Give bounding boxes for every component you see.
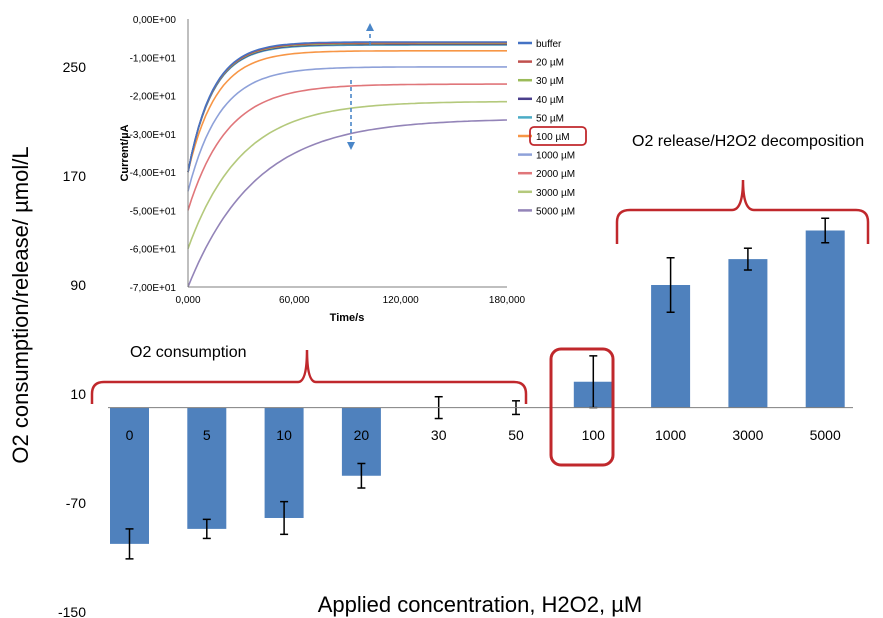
trend-arrow-up [366,23,374,45]
bar-5000 [805,230,845,408]
y-tick-label: 250 [63,59,87,75]
legend-item: 20 µM [518,58,564,69]
series-line-buffer [187,41,507,173]
category-label-100: 100 [582,427,606,443]
release-brace [615,179,870,244]
series-line-100M [187,50,507,173]
inset-y-tick-label: -4,00E+01 [130,168,177,179]
bar-3000 [728,259,768,408]
legend-highlight-box [529,126,587,146]
category-label-10: 10 [276,427,292,443]
inset-y-tick-label: -1,00E+01 [130,53,177,64]
category-label-20: 20 [354,427,370,443]
inset-x-ticks: 0,000 60,000 120,000 180,000 [175,295,525,306]
inset-y-tick-label: -3,00E+01 [130,130,177,141]
legend-item: 3000 µM [518,188,575,199]
error-bar-5000 [821,217,830,244]
series-line-2000M [187,83,507,211]
inset-y-tick-label: -6,00E+01 [130,245,177,256]
consumption-brace [90,349,528,404]
y-axis-label: O2 consumption/release/ µmol/L [8,146,33,463]
y-tick-label: -150 [58,604,86,618]
error-bar-5 [202,518,211,540]
legend-item: 30 µM [518,76,564,87]
inset-x-tick-label: 0,000 [175,295,200,306]
inset-y-ticks: 0,00E+00 -1,00E+01 -2,00E+01 -3,00E+01 -4,00… [130,15,177,294]
category-label-50: 50 [508,427,524,443]
legend-item: 100 µM [518,126,587,146]
series-line-5000M [187,119,508,288]
main-bar-chart: 250 170 90 10 -70 -150 0 5 10 20 30 50 100 1000 3000 5… [8,59,870,618]
inset-series-lines [187,41,508,288]
legend-item: 2000 µM [518,169,575,180]
error-bar-10 [280,500,289,536]
category-label-3000: 3000 [732,427,763,443]
error-bar-1000 [666,257,675,313]
legend-item: 1000 µM [518,151,575,162]
error-bar-3000 [743,247,752,271]
legend-label: 100 µM [536,132,570,143]
series-line-1000M [187,66,507,192]
y-axis-ticks: 250 170 90 10 -70 -150 [58,59,86,618]
inset-x-tick-label: 180,000 [489,295,526,306]
error-bar-0 [125,528,134,560]
category-label-1000: 1000 [655,427,686,443]
inset-line-chart: 0,00E+00 -1,00E+01 -2,00E+01 -3,00E+01 -4,00… [113,3,603,325]
inset-y-tick-label: -2,00E+01 [130,92,177,103]
category-label-5000: 5000 [810,427,841,443]
legend-label: 40 µM [536,95,564,106]
y-tick-label: 170 [63,168,87,184]
bar-5 [187,407,227,529]
bar-0 [110,407,149,544]
consumption-annotation: O2 consumption [130,344,247,361]
legend-label: 20 µM [536,58,564,69]
y-tick-label: -70 [66,495,86,511]
error-bars [125,217,830,560]
legend-label: 30 µM [536,76,564,87]
legend-item: 5000 µM [518,206,575,217]
highlight-box-100 [549,347,615,467]
legend-label: 50 µM [536,113,564,124]
legend-label: 1000 µM [536,151,575,162]
bar-10 [264,407,304,518]
category-label-30: 30 [431,427,447,443]
inset-y-tick-label: -5,00E+01 [130,206,177,217]
release-annotation: O2 release/H2O2 decomposition [632,133,864,150]
inset-legend: buffer 20 µM 30 µM 40 µM 50 µM 100 µM 1000 µM 2… [518,39,587,217]
inset-x-label: Time/s [330,312,365,324]
legend-label: 2000 µM [536,169,575,180]
inset-y-label: Current/µA [119,124,131,181]
category-label-0: 0 [126,427,134,443]
legend-label: 5000 µM [536,206,575,217]
inset-y-tick-label: -7,00E+01 [130,283,177,294]
y-tick-label: 10 [70,386,86,402]
category-labels: 0 5 10 20 30 50 100 1000 3000 5000 [126,427,841,443]
inset-x-tick-label: 120,000 [383,295,420,306]
legend-label: buffer [536,39,562,50]
error-bar-20 [357,462,366,489]
inset-x-tick-label: 60,000 [279,295,310,306]
legend-label: 3000 µM [536,188,575,199]
trend-arrow-down [347,80,355,150]
legend-item: 40 µM [518,95,564,106]
series-line-3000M [187,100,507,249]
inset-y-tick-label: 0,00E+00 [133,15,177,26]
x-axis-label: Applied concentration, H2O2, µM [318,592,643,617]
legend-item: buffer [518,39,562,50]
legend-item: 50 µM [518,113,564,124]
bars [110,230,845,544]
category-label-5: 5 [203,427,211,443]
y-tick-label: 90 [70,277,86,293]
